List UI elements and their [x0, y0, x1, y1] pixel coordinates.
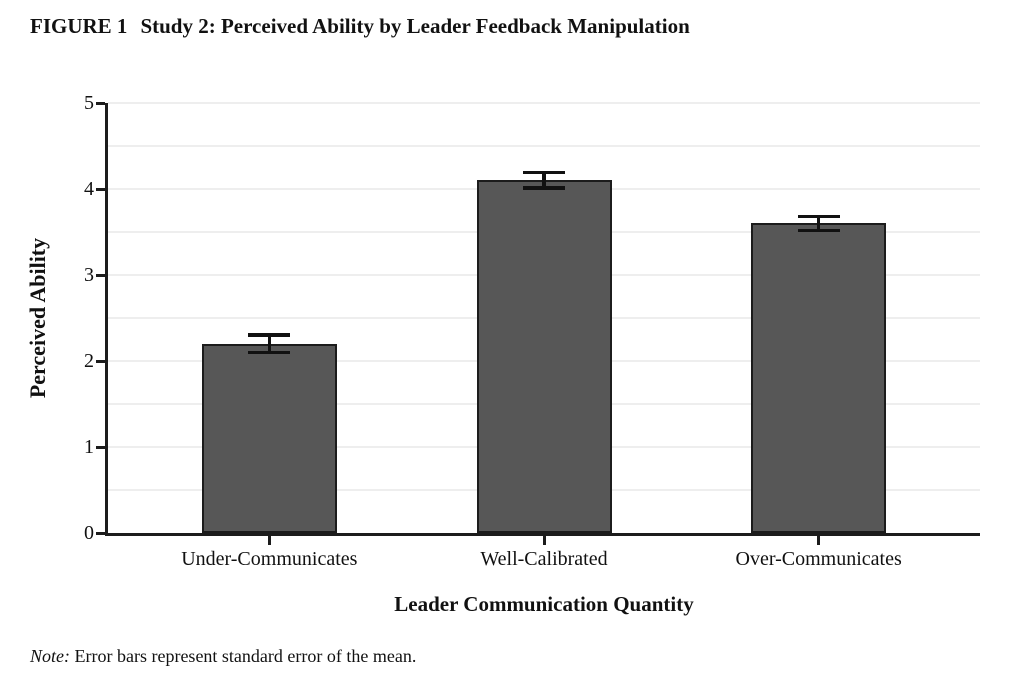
- error-bar-line: [542, 172, 546, 189]
- error-bar-cap: [523, 170, 565, 175]
- y-tick: [96, 359, 105, 363]
- note-text: Error bars represent standard error of t…: [70, 646, 417, 666]
- bar: [476, 180, 612, 533]
- figure-number-label: FIGURE 1: [30, 14, 128, 38]
- error-bar-cap: [248, 333, 291, 337]
- gridline: [108, 102, 980, 104]
- x-tick-label: Well-Calibrated: [480, 548, 608, 570]
- y-tick-label: 0: [84, 522, 94, 544]
- figure-title: FIGURE 1 Study 2: Perceived Ability by Le…: [30, 14, 690, 39]
- figure-note: Note: Error bars represent standard erro…: [30, 646, 416, 667]
- y-tick: [96, 273, 105, 277]
- x-tick: [267, 536, 271, 545]
- x-tick: [817, 536, 821, 545]
- y-tick-label: 1: [84, 436, 94, 458]
- y-tick: [96, 531, 105, 535]
- y-tick-label: 4: [84, 178, 94, 200]
- bar: [201, 343, 337, 533]
- figure-title-text: Study 2: Perceived Ability by Leader Fee…: [140, 14, 690, 38]
- y-tick-label: 3: [84, 264, 94, 286]
- error-bar-cap: [248, 350, 291, 355]
- gridline: [108, 145, 980, 147]
- y-tick-label: 2: [84, 350, 94, 372]
- y-tick-label: 5: [84, 92, 94, 114]
- y-tick: [96, 445, 105, 449]
- error-bar-cap: [797, 214, 840, 219]
- y-tick: [96, 101, 105, 105]
- x-axis-line: [105, 533, 980, 536]
- y-tick: [96, 187, 105, 191]
- bar: [751, 223, 887, 533]
- error-bar-line: [267, 335, 272, 353]
- x-tick-label: Over-Communicates: [735, 548, 902, 570]
- x-axis-title: Leader Communication Quantity: [394, 592, 694, 616]
- error-bar-line: [816, 216, 821, 231]
- note-prefix: Note:: [30, 646, 70, 666]
- x-tick-label: Under-Communicates: [181, 548, 358, 570]
- y-axis-line: [105, 103, 108, 536]
- x-tick: [542, 536, 546, 545]
- error-bar-cap: [797, 228, 840, 233]
- error-bar-cap: [523, 186, 565, 190]
